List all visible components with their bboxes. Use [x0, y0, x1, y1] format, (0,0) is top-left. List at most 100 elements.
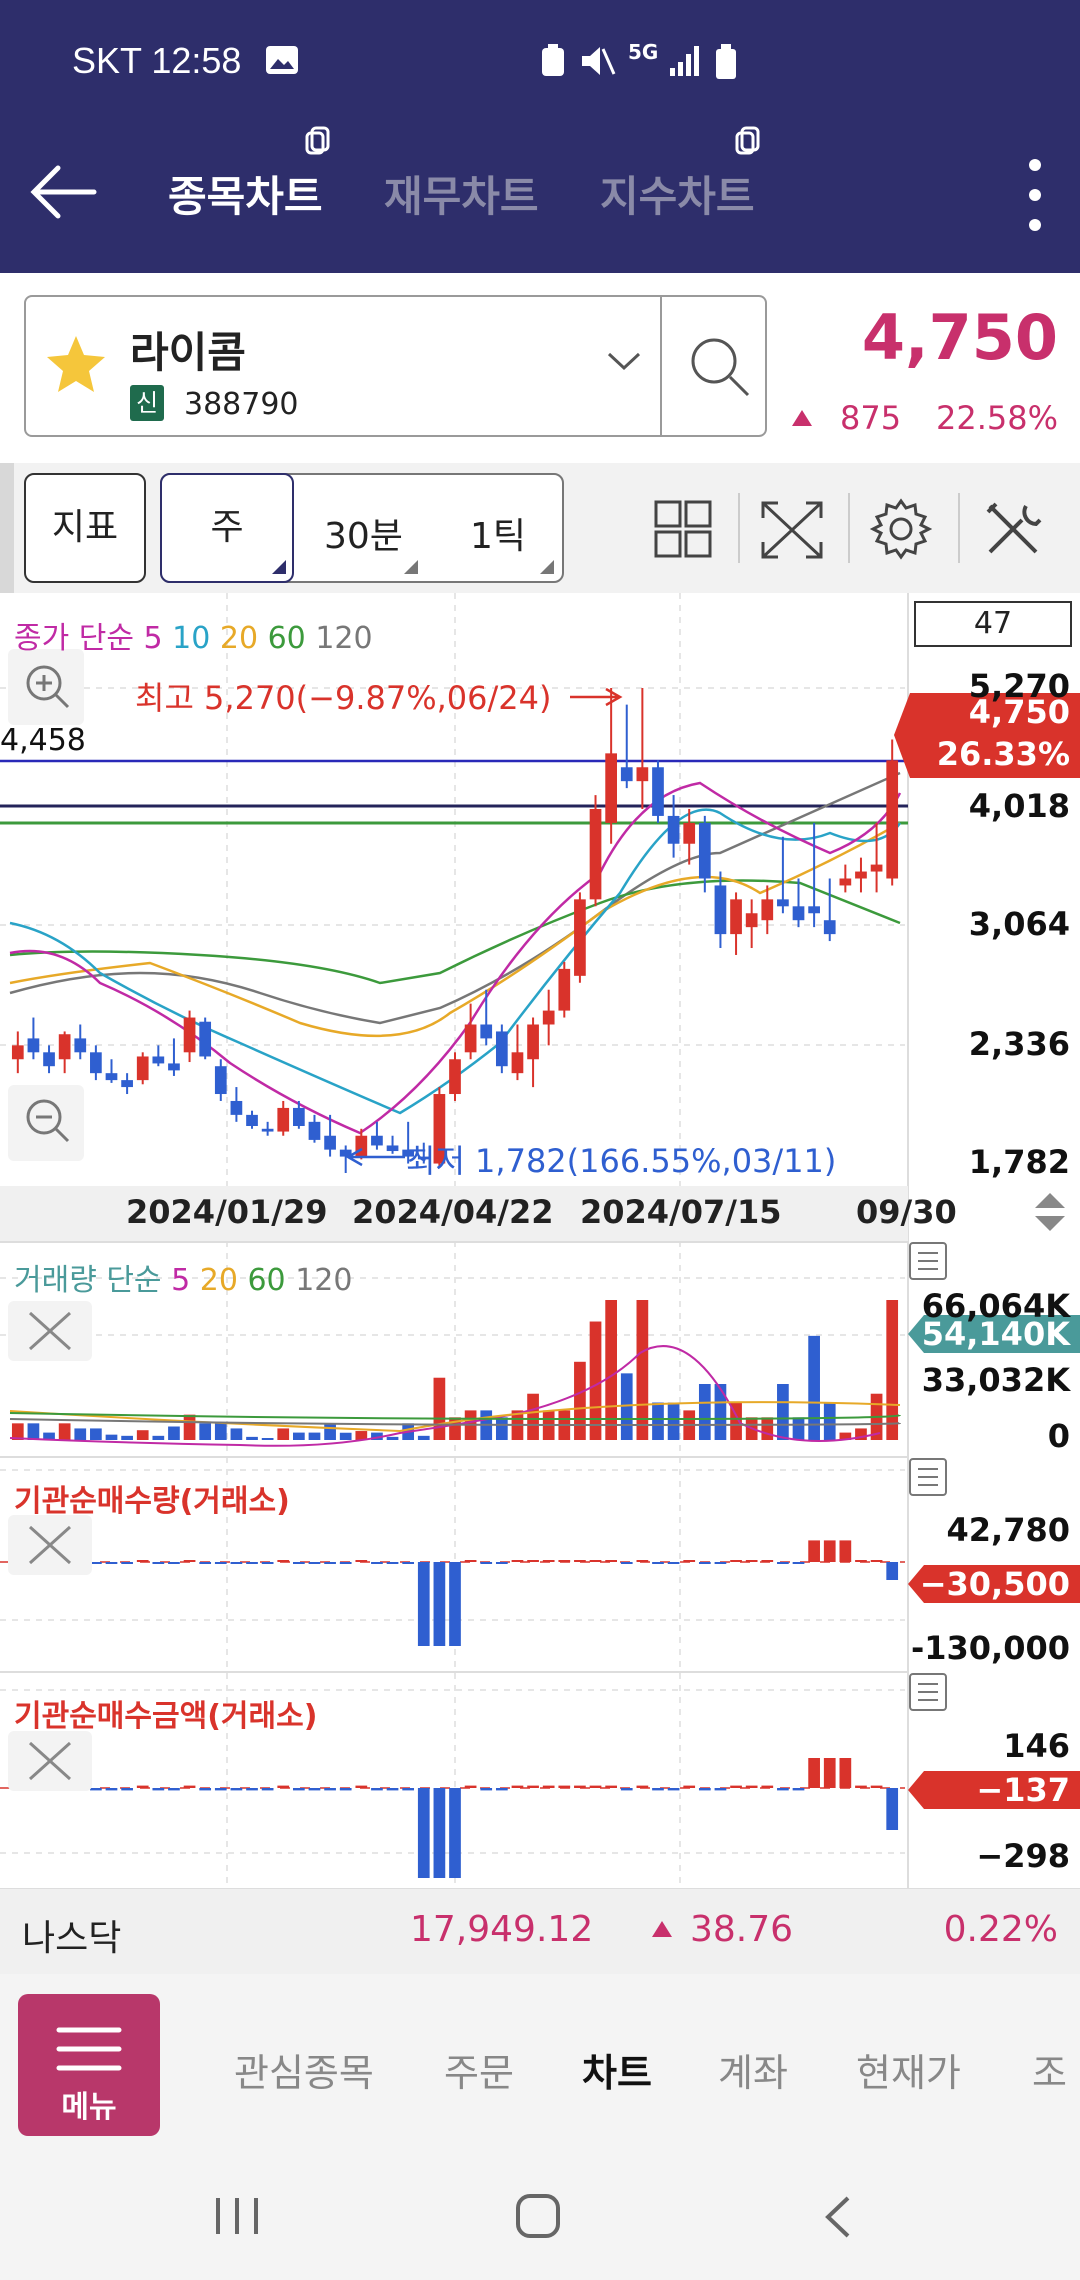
price-change-pct: 22.58%	[935, 399, 1058, 437]
recent-apps-icon[interactable]	[212, 2194, 262, 2238]
candle-body	[808, 906, 820, 914]
candle-body	[449, 1059, 461, 1095]
chart-area[interactable]: 종가 단순 5 10 20 60 120 47 최고 5,270(−9.87%,…	[0, 593, 1080, 1888]
indicator-bar	[417, 1788, 430, 1878]
more-menu-icon[interactable]	[1020, 155, 1050, 235]
volume-legend-ma20: 20	[199, 1263, 238, 1298]
indicator-bar	[823, 1402, 836, 1440]
zoom-out-icon[interactable]	[8, 1085, 84, 1161]
candlestick-series	[11, 688, 899, 1173]
ma120-line	[9, 771, 901, 1025]
chevron-down-icon[interactable]	[606, 349, 642, 373]
index-ticker[interactable]: 나스닥 17,949.12 38.76 0.22%	[0, 1888, 1080, 1974]
nav-watchlist[interactable]: 관심종목	[234, 2051, 374, 2095]
period-tick-button[interactable]: 1틱	[470, 516, 527, 557]
nav-account[interactable]: 계좌	[718, 2051, 788, 2095]
gallery-icon	[266, 46, 298, 74]
indicator-bar	[574, 1361, 586, 1440]
indicator-bar	[574, 1785, 586, 1788]
candle-body	[745, 913, 758, 928]
candle-body	[558, 968, 571, 1011]
candle-body	[823, 920, 836, 935]
left-level-label: 4,458	[0, 723, 86, 758]
corner-marker-icon	[272, 560, 286, 574]
indicator-bar	[214, 1788, 227, 1791]
high-annotation: 최고 5,270(−9.87%,06/24)	[135, 679, 552, 717]
candle-body	[652, 767, 664, 816]
period-minute-button[interactable]: 30분	[324, 516, 403, 557]
indicator-bar	[745, 1785, 758, 1788]
inst-qty-axis-label: -130,000	[910, 1629, 1070, 1667]
corner-marker-icon	[540, 560, 554, 574]
indicator-bar	[870, 1560, 883, 1562]
period-week-button[interactable]: 주	[160, 473, 294, 583]
candle-body	[371, 1135, 383, 1146]
indicator-bar	[667, 1562, 680, 1564]
indicator-bar	[683, 1785, 696, 1788]
indicator-bar	[698, 1384, 711, 1440]
tab-financial-chart[interactable]: 재무차트	[384, 172, 539, 221]
inst-qty-menu-icon[interactable]	[909, 1458, 947, 1496]
indicator-bar	[808, 1758, 820, 1788]
grid-layout-icon[interactable]	[654, 500, 712, 558]
zoom-in-icon[interactable]	[8, 649, 84, 725]
side-handle[interactable]	[0, 463, 14, 593]
candle-body	[183, 1017, 196, 1053]
inst-qty-title: 기관순매수량(거래소)	[14, 1484, 290, 1519]
nav-more[interactable]: 조	[1032, 2051, 1067, 2095]
indicator-bar	[855, 1785, 867, 1788]
indicator-bar	[777, 1384, 789, 1440]
back-arrow-icon[interactable]	[28, 160, 100, 224]
indicator-bar	[293, 1562, 305, 1564]
price-tag-value: 4,750	[968, 693, 1070, 731]
candle-body	[136, 1056, 149, 1081]
nav-chart[interactable]: 차트	[582, 2051, 652, 2095]
indicator-bar	[261, 1438, 274, 1440]
indicator-bar	[339, 1788, 352, 1791]
back-icon[interactable]	[822, 2194, 854, 2240]
candle-body	[761, 899, 774, 921]
close-volume-icon[interactable]	[8, 1301, 92, 1361]
stock-selector[interactable]: 라이콤 신 388790	[24, 295, 767, 437]
indicator-button[interactable]: 지표	[24, 473, 146, 583]
candle-body	[230, 1100, 243, 1115]
scroll-updown-icon[interactable]	[1035, 1193, 1065, 1231]
expand-icon[interactable]	[760, 500, 824, 560]
indicator-bar	[589, 1321, 602, 1440]
menu-button[interactable]: 메뉴	[18, 1994, 160, 2136]
indicator-bar	[449, 1417, 461, 1440]
indicator-bar	[168, 1562, 180, 1564]
close-inst-qty-icon[interactable]	[8, 1515, 92, 1575]
home-icon[interactable]	[514, 2192, 562, 2240]
candle-body	[43, 1052, 55, 1067]
legend-ma120: 120	[315, 621, 373, 656]
chart-canvas[interactable]	[0, 593, 1080, 1888]
x-axis-bar	[0, 1186, 908, 1241]
current-price: 4,750	[861, 301, 1058, 374]
system-navigation	[0, 2154, 1080, 2280]
tab-stock-chart[interactable]: 종목차트	[168, 172, 323, 221]
tools-icon[interactable]	[982, 498, 1044, 560]
tab-index-chart[interactable]: 지수차트	[600, 172, 755, 221]
inst-amt-menu-icon[interactable]	[909, 1673, 947, 1711]
candle-body	[730, 899, 742, 935]
indicator-bar	[230, 1562, 243, 1564]
indicator-bar	[371, 1432, 383, 1440]
close-inst-amt-icon[interactable]	[8, 1731, 92, 1791]
legend-ma10: 10	[172, 621, 211, 656]
x-label: 2024/04/22	[352, 1193, 554, 1231]
star-favorite-icon[interactable]	[44, 333, 108, 395]
nav-order[interactable]: 주문	[444, 2051, 514, 2095]
index-pct: 0.22%	[943, 1909, 1058, 1950]
candle-body	[855, 871, 867, 879]
count-box[interactable]: 47	[914, 601, 1072, 647]
candle-body	[777, 899, 789, 907]
inst-amt-axis-label: −298	[976, 1837, 1070, 1875]
search-icon[interactable]	[686, 333, 752, 399]
settings-gear-icon[interactable]	[870, 498, 932, 560]
volume-menu-icon[interactable]	[909, 1242, 947, 1280]
x-label: 2024/07/15	[580, 1193, 782, 1231]
nav-current-price[interactable]: 현재가	[856, 2051, 961, 2095]
indicator-bar	[542, 1785, 555, 1788]
indicator-bar	[277, 1785, 290, 1788]
